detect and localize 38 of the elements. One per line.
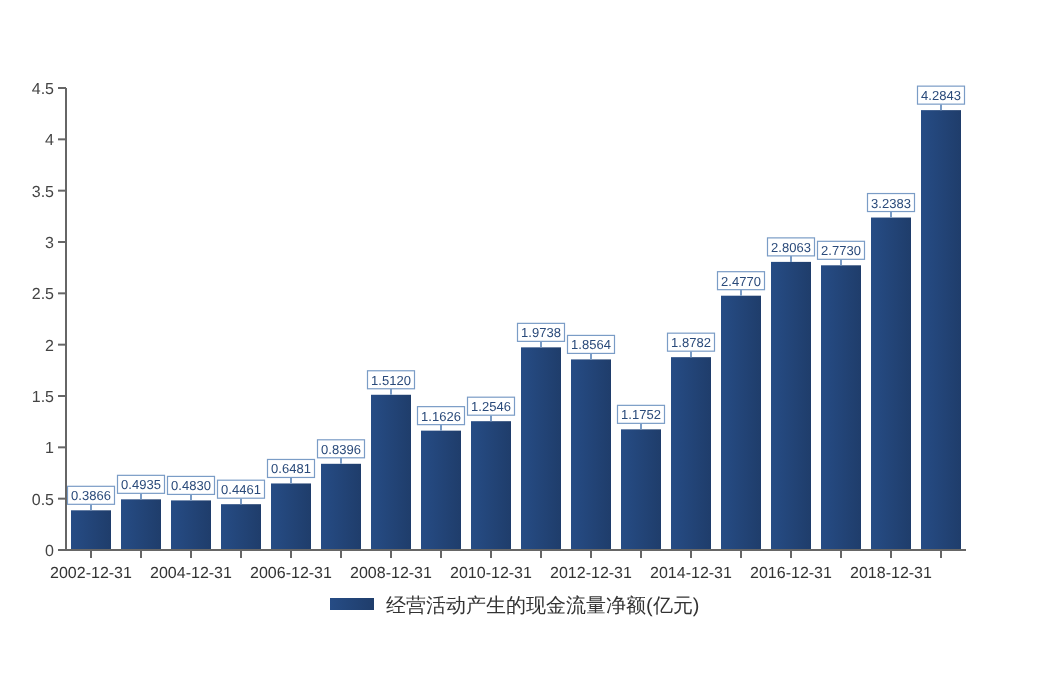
legend-label: 经营活动产生的现金流量净额(亿元) <box>386 594 700 618</box>
bar <box>921 110 961 550</box>
bar <box>271 483 311 550</box>
y-tick-label: 4.5 <box>31 80 56 98</box>
bar <box>71 510 111 550</box>
bar <box>371 394 411 550</box>
bar <box>621 429 661 550</box>
x-tick-label: 2012-12-31 <box>550 564 634 582</box>
y-tick-label: 2.5 <box>31 285 56 304</box>
bar <box>321 463 361 550</box>
x-tick-label: 2010-12-31 <box>450 564 534 582</box>
bar <box>521 347 561 550</box>
bar <box>471 421 511 550</box>
y-tick-label: 2 <box>45 336 56 355</box>
y-tick-label: 0 <box>45 542 56 560</box>
bar <box>121 499 161 550</box>
y-tick-label: 1 <box>45 439 56 458</box>
y-tick-label: 4 <box>45 131 56 150</box>
x-tick-label: 2014-12-31 <box>650 564 734 582</box>
bar <box>571 359 611 550</box>
y-tick-label: 0.5 <box>31 490 56 509</box>
bar <box>421 430 461 550</box>
y-tick-label: 1.5 <box>31 388 56 406</box>
bar <box>171 500 211 550</box>
x-tick-label: 2004-12-31 <box>150 564 234 582</box>
bar <box>221 504 261 550</box>
bar <box>771 261 811 550</box>
bar <box>871 217 911 550</box>
bar <box>821 265 861 550</box>
x-tick-label: 2018-12-31 <box>850 564 934 582</box>
x-tick-label: 2006-12-31 <box>250 564 334 582</box>
x-tick-label: 2002-12-31 <box>50 564 134 582</box>
x-tick-label: 2008-12-31 <box>350 564 434 582</box>
bar <box>671 357 711 550</box>
y-tick-label: 3 <box>45 234 56 252</box>
bar <box>721 295 761 550</box>
y-tick-label: 3.5 <box>31 182 56 201</box>
x-tick-label: 2016-12-31 <box>750 564 834 582</box>
